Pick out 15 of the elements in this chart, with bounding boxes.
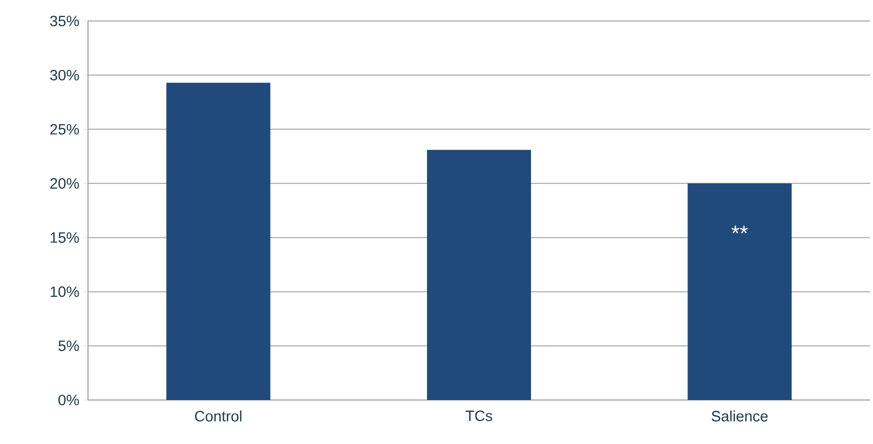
bar: [427, 150, 532, 400]
y-tick-label: 0%: [58, 394, 79, 406]
y-tick-label: 20%: [50, 178, 79, 189]
y-tick-label: 10%: [50, 286, 79, 297]
y-tick-label: 30%: [50, 70, 79, 80]
bar: [166, 82, 270, 400]
annotation: **: [732, 226, 748, 234]
x-tick-label: Control: [195, 410, 242, 422]
x-tick-label: TCs: [466, 410, 492, 422]
y-tick-label: 15%: [50, 232, 79, 243]
y-tick-label: 35%: [50, 16, 79, 26]
bar: [688, 183, 792, 400]
x-tick-label: Salience: [712, 410, 768, 422]
y-tick-label: 5%: [58, 340, 79, 352]
y-tick-label: 25%: [50, 124, 79, 135]
